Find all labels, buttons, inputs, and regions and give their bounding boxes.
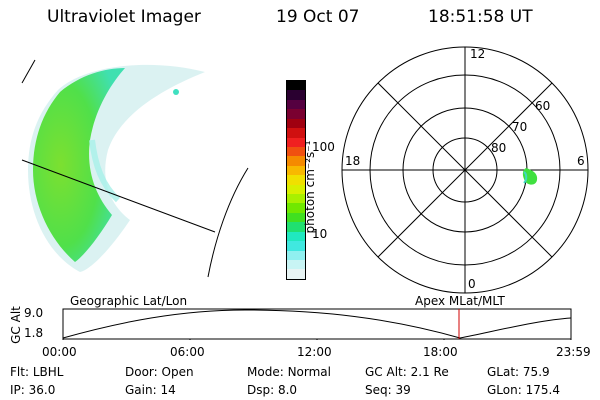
status-gc-alt: GC Alt: 2.1 Re	[365, 365, 449, 379]
x-tick-1200: 12:00	[297, 345, 332, 359]
mlt-label-0: 0	[468, 277, 476, 291]
earth-limb-arc	[207, 167, 249, 278]
colorbar-band	[287, 241, 305, 251]
status-mode: Mode: Normal	[247, 365, 331, 379]
altitude-timeline	[62, 308, 572, 340]
lat-label-60: 60	[535, 99, 550, 113]
y-tick-1-8: 1.8	[24, 326, 44, 340]
geographic-label: Geographic Lat/Lon	[70, 294, 188, 308]
colorbar-band	[287, 203, 305, 213]
status-gain: Gain: 14	[125, 383, 176, 397]
gc-alt-axis-title: GC Alt	[9, 306, 23, 344]
mlt-label-6: 6	[577, 154, 585, 168]
colorbar-tick-100: 100	[312, 140, 335, 154]
colorbar	[286, 80, 306, 280]
colorbar-band	[287, 212, 305, 223]
mlt-label-12: 12	[470, 47, 485, 61]
polar-plot: 12 18 6 0 60 70 80	[341, 46, 589, 294]
lat-label-70: 70	[512, 120, 527, 134]
time-label: 18:51:58 UT	[428, 7, 533, 27]
status-flt: Flt: LBHL	[10, 365, 64, 379]
colorbar-unit-label: photon cm⁻²s⁻¹	[303, 140, 317, 234]
colorbar-band	[287, 250, 305, 261]
date-label: 19 Oct 07	[276, 7, 360, 27]
colorbar-band	[287, 109, 305, 119]
status-door: Door: Open	[125, 365, 194, 379]
colorbar-band	[287, 118, 305, 129]
colorbar-band	[287, 194, 305, 204]
colorbar-band	[287, 175, 305, 185]
colorbar-band	[287, 128, 305, 138]
apex-label: Apex MLat/MLT	[415, 294, 505, 308]
auroral-oval-edge	[89, 139, 121, 203]
status-ip: IP: 36.0	[10, 383, 56, 397]
status-dsp: Dsp: 8.0	[247, 383, 298, 397]
terminator-line	[21, 159, 216, 233]
colorbar-band	[287, 222, 305, 232]
colorbar-band	[287, 90, 305, 100]
status-glat: GLat: 75.9	[487, 365, 550, 379]
colorbar-band	[287, 146, 305, 157]
x-tick-1800: 18:00	[423, 345, 458, 359]
y-tick-9: 9.0	[24, 306, 44, 320]
colorbar-band	[287, 99, 305, 110]
colorbar-band	[287, 184, 305, 195]
colorbar-band	[287, 137, 305, 147]
altitude-curve	[62, 309, 572, 339]
x-tick-0600: 06:00	[170, 345, 205, 359]
limb-marker-line	[21, 59, 36, 84]
colorbar-tick-10: 10	[312, 227, 328, 241]
colorbar-band	[287, 269, 305, 279]
mlt-label-18: 18	[345, 154, 360, 168]
auroral-oval-core	[33, 68, 125, 262]
colorbar-band	[287, 165, 305, 176]
auroral-spot	[173, 89, 179, 95]
colorbar-band	[287, 156, 305, 166]
lat-label-80: 80	[491, 141, 506, 155]
colorbar-band	[287, 231, 305, 242]
instrument-title: Ultraviolet Imager	[47, 7, 201, 27]
x-tick-2359: 23:59	[556, 345, 591, 359]
status-glon: GLon: 175.4	[487, 383, 560, 397]
status-seq: Seq: 39	[365, 383, 411, 397]
colorbar-band	[287, 81, 305, 91]
colorbar-band	[287, 260, 305, 270]
x-tick-0000: 00:00	[42, 345, 77, 359]
auroral-image	[21, 59, 249, 278]
